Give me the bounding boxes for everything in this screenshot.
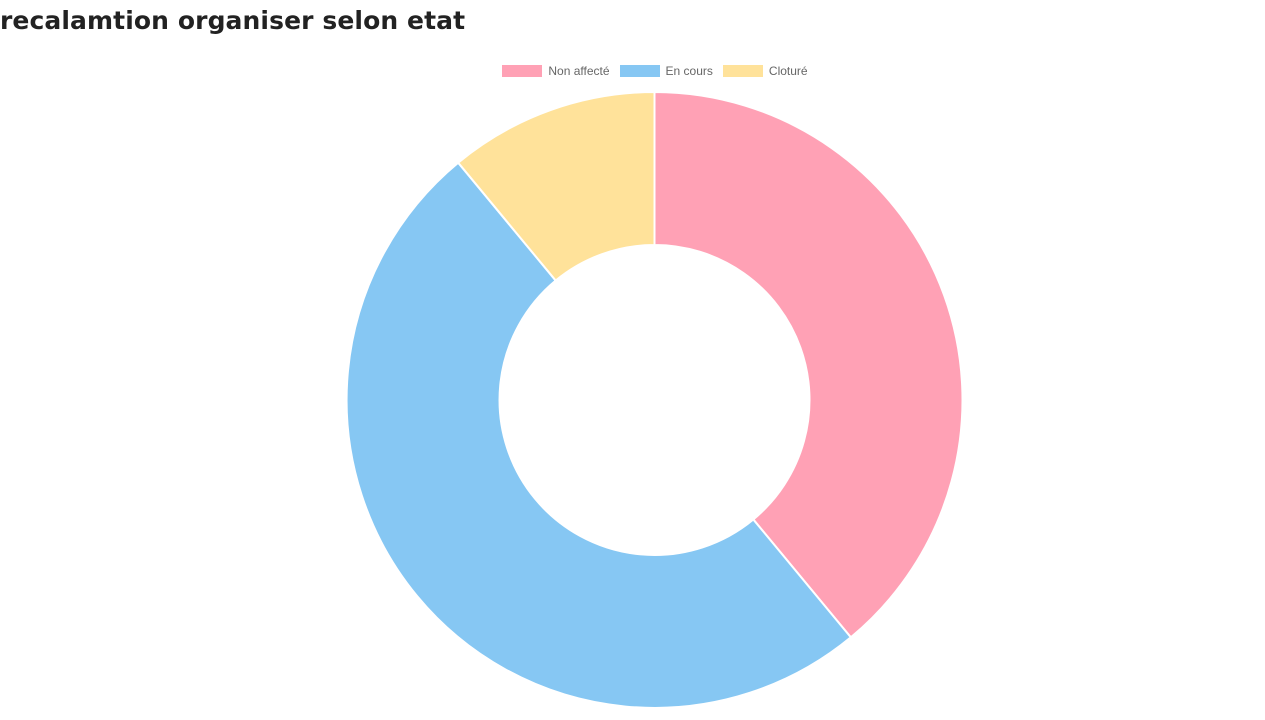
legend-item-cloture[interactable]: Cloturé [722, 64, 808, 78]
legend-swatch-en-cours [619, 65, 660, 77]
chart-legend: Non affecté En cours Cloturé [0, 64, 1265, 78]
doughnut-slice-en-cours[interactable] [345, 161, 853, 709]
legend-label-en-cours: En cours [665, 64, 713, 78]
legend-item-en-cours[interactable]: En cours [619, 64, 713, 78]
page-title: recalamtion organiser selon etat [0, 6, 466, 35]
legend-label-cloture: Cloturé [768, 64, 808, 78]
legend-swatch-cloture [722, 65, 763, 77]
doughnut-slice-non-affecte[interactable] [653, 90, 964, 639]
legend-label-non-affecte: Non affecté [548, 64, 610, 78]
doughnut-slice-cloture[interactable] [456, 90, 656, 282]
legend-item-non-affecte[interactable]: Non affecté [502, 64, 610, 78]
legend-swatch-non-affecte [502, 65, 543, 77]
